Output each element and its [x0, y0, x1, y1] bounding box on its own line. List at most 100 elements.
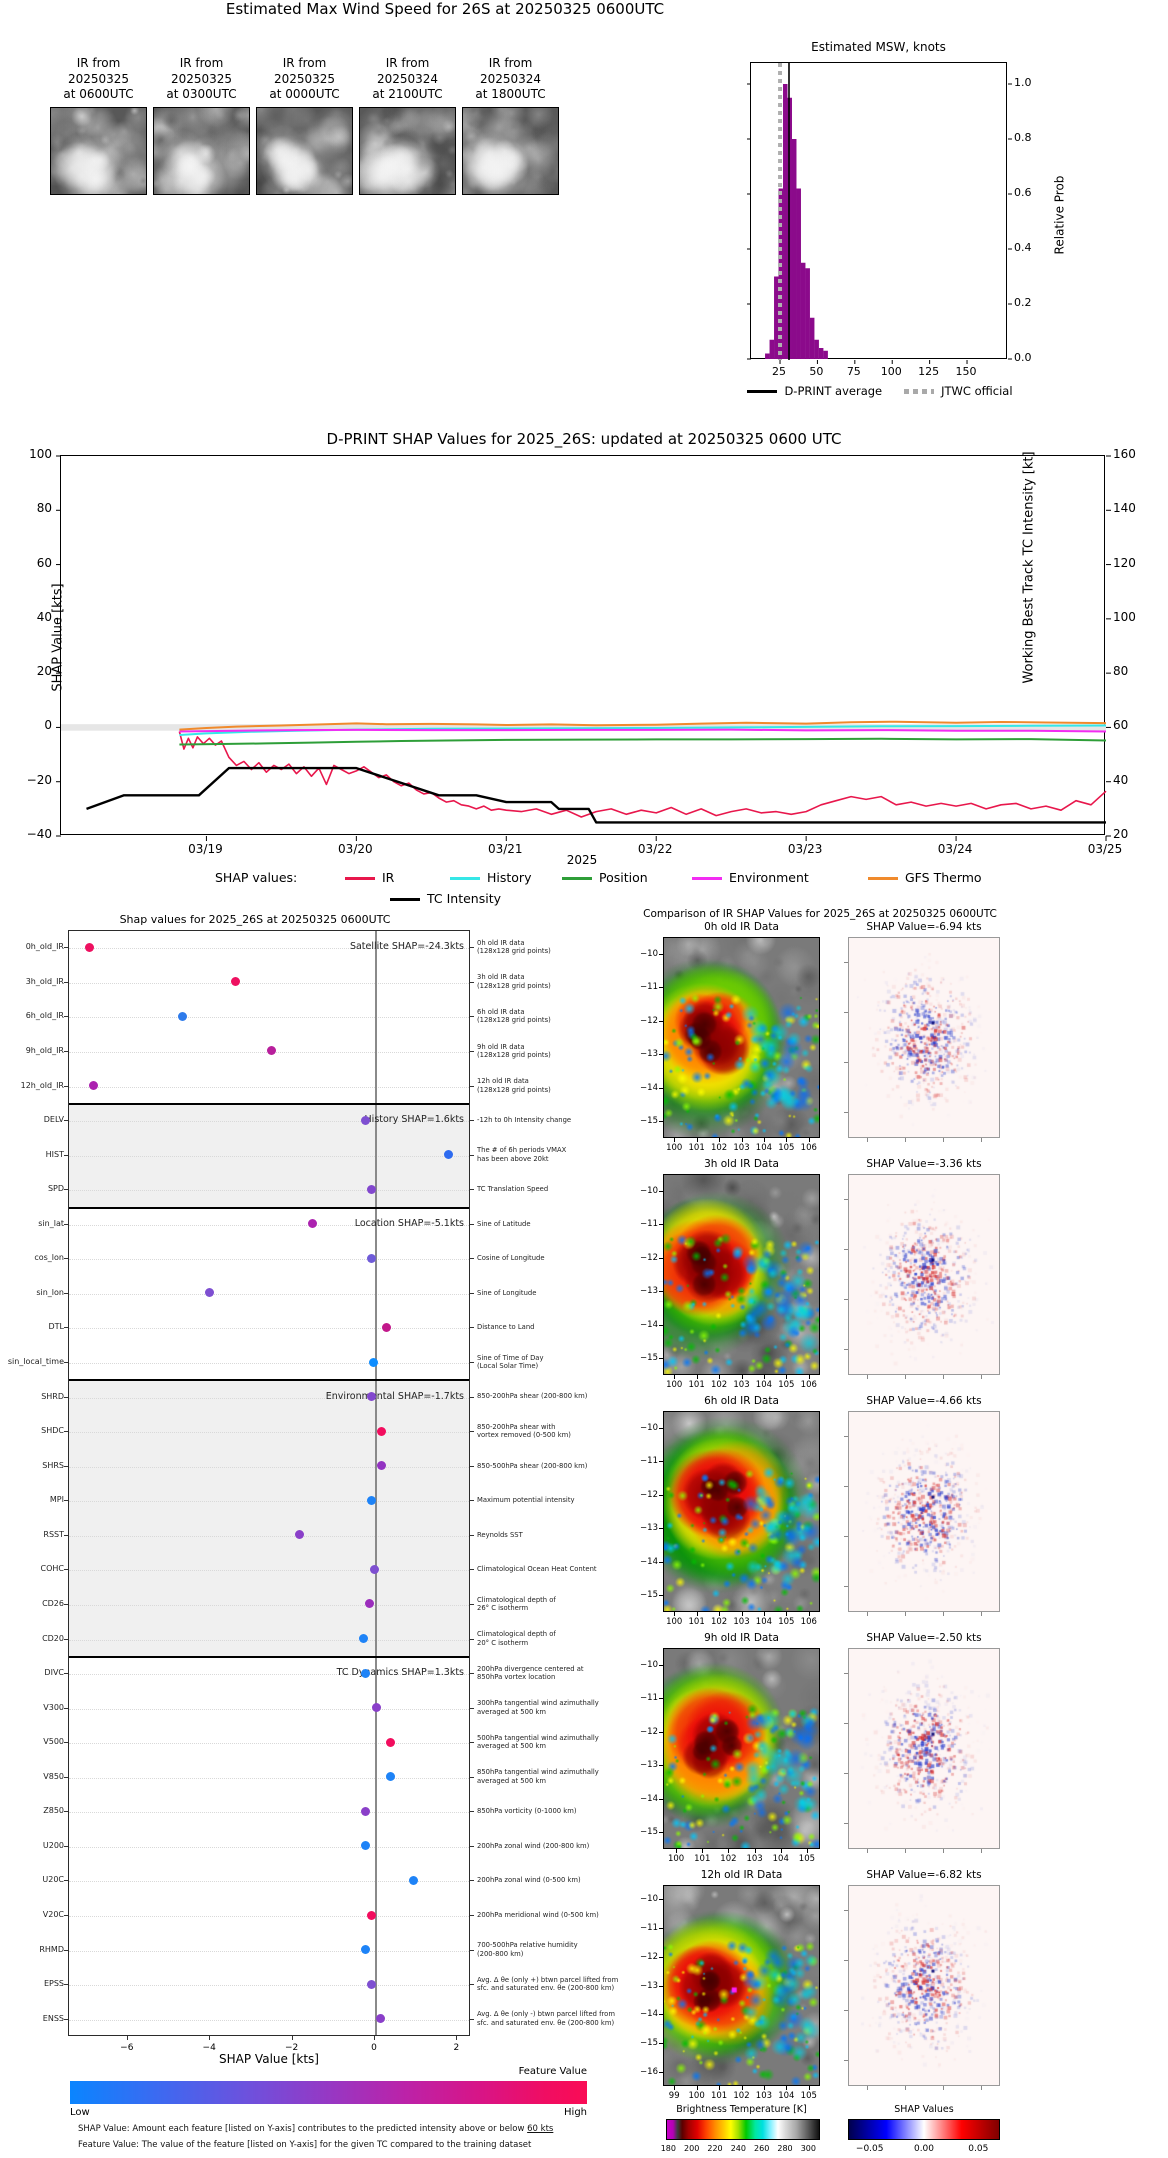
dp-xtick-mark	[209, 2036, 211, 2040]
ir-map-xtick: 100	[666, 1143, 683, 1153]
shap-map-ytick-mark	[844, 1249, 848, 1250]
feature-tick-label-CD20: CD20	[42, 1633, 64, 1643]
feature-desc-SHRD: 850-200hPa shear (200-800 km)	[477, 1392, 665, 1400]
ts-ytick-left: 60	[36, 555, 52, 570]
feature-desc-line: Maximum potential intensity	[477, 1496, 575, 1505]
ir-thumbnail-image	[51, 108, 146, 194]
feature-desc-line: Avg. Δ θe (only -) btwn parcel lifted fr…	[477, 2010, 615, 2019]
shap-map-xtick-mark	[981, 1849, 982, 1853]
ir-map-xtick-mark	[741, 2086, 743, 2090]
ir-map-ytick: −15	[640, 2037, 658, 2048]
dp-right-tick	[470, 1776, 474, 1778]
ir-map-title-0: 0h old IR Data	[704, 921, 779, 933]
shap-map-xtick-mark	[905, 1849, 906, 1853]
feature-desc-line: 850-500hPa shear (200-800 km)	[477, 1461, 588, 1470]
shap-map-3	[848, 1648, 1000, 1849]
dp-right-tick	[470, 1120, 474, 1122]
feature-desc-line: (128x128 grid points)	[477, 981, 551, 990]
shap-map-xtick-mark	[867, 1849, 868, 1853]
feature-desc-line: Distance to Land	[477, 1323, 535, 1332]
ir-map-xtick: 102	[733, 2091, 750, 2101]
ir-map-ytick: −13	[640, 1286, 658, 1297]
ir-map-ytick: −13	[640, 1980, 658, 1991]
ir-map-xtick-mark	[780, 1849, 782, 1853]
ts-xtick-label: 03/22	[637, 842, 673, 856]
ir-map-ytick: −12	[640, 1015, 658, 1026]
dot-U20C	[408, 1875, 418, 1885]
feature-tick-label-COHC: COHC	[40, 1564, 64, 1574]
ir-map-ytick: −11	[640, 1456, 658, 1467]
dp-xtick-mark	[374, 2036, 375, 2040]
feature-tick-label-SHRD: SHRD	[41, 1391, 64, 1401]
ir-thumb-label-line: IR from	[488, 56, 533, 70]
dp-right-tick	[470, 1707, 474, 1709]
shap-map-xtick-mark	[981, 1138, 982, 1142]
ir-map-ytick-mark	[659, 1324, 663, 1326]
feature-tick-label-DIVC: DIVC	[44, 1668, 64, 1678]
series-history	[179, 724, 1107, 736]
ir-map-xtick-mark	[719, 2086, 721, 2090]
feature-desc-line: 500hPa tangential wind azimuthally	[477, 1733, 599, 1742]
ir-map-xtick: 103	[733, 1143, 750, 1153]
timeseries-svg	[56, 455, 1111, 841]
feature-desc-line: (200-800 km)	[477, 1949, 524, 1958]
row-gridline	[69, 1501, 469, 1503]
dp-right-tick	[470, 1258, 474, 1260]
ir-map-ytick: −15	[640, 1353, 658, 1364]
dp-left-tick	[64, 1776, 68, 1778]
shap-map-1	[848, 1174, 1000, 1375]
ir-thumbnail-3	[359, 107, 456, 195]
feature-desc-line: Sine of Latitude	[477, 1219, 531, 1228]
ir-map-ytick-mark	[659, 1561, 663, 1563]
ir-map-ytick-mark	[659, 1832, 663, 1834]
dp-left-tick	[64, 1500, 68, 1502]
ir-map-xtick: 103	[733, 1617, 750, 1627]
ir-map-xtick: 102	[710, 1380, 728, 1390]
row-gridline	[69, 1259, 469, 1261]
feature-desc-line: 3h old IR data	[477, 973, 525, 982]
ir-map-ytick: −10	[640, 1894, 658, 1905]
hist-bar	[823, 350, 828, 359]
dp-left-tick	[64, 1569, 68, 1571]
timeseries-title: D-PRINT SHAP Values for 2025_26S: update…	[326, 430, 842, 448]
feature-desc-line: 850-200hPa shear with	[477, 1422, 556, 1431]
dot-DTL	[381, 1322, 391, 1332]
ts-ytick-left: 80	[36, 501, 52, 516]
shap-map-4	[848, 1885, 1000, 2086]
ir-map-ytick-mark	[659, 1985, 663, 1987]
row-gridline	[69, 1881, 469, 1883]
dp-right-tick	[470, 1915, 474, 1917]
footnote-shap-value: SHAP Value: Amount each feature [listed …	[78, 2124, 554, 2134]
dp-left-tick	[64, 1362, 68, 1364]
dot-SPD	[367, 1184, 377, 1194]
feature-tick-label-9h_old_IR: 9h_old_IR	[25, 1045, 64, 1055]
dot-RHMD	[361, 1945, 371, 1955]
feature-desc-line: 26° C isotherm	[477, 1603, 529, 1612]
ir-map-ytick-mark	[659, 2071, 663, 2073]
ts-ytick-right: 20	[1113, 827, 1129, 841]
shap-map-ytick-mark	[844, 1199, 848, 1200]
feature-desc-line: (128x128 grid points)	[477, 1016, 551, 1025]
row-gridline	[69, 1397, 469, 1399]
shap-map-ytick-mark	[844, 1112, 848, 1113]
ir-thumbnail-1	[153, 107, 250, 195]
ir-map-xtick-mark	[808, 1612, 810, 1616]
ir-thumb-label-line: IR from	[179, 56, 224, 70]
feature-desc-line: Climatological depth of	[477, 1630, 556, 1639]
ir-map-xtick-mark	[806, 1849, 808, 1853]
ts-xtick-label: 03/24	[937, 842, 973, 856]
dot-cos_lon	[367, 1253, 377, 1263]
dp-left-tick	[64, 1120, 68, 1122]
ir-map-xtick-mark	[696, 2086, 698, 2090]
ir-map-ytick: −14	[640, 1082, 658, 1093]
feature-desc-CD20: Climatological depth of 20° C isotherm	[477, 1630, 665, 1647]
ir-map-xtick: 103	[755, 2091, 773, 2101]
shap-map-xtick-mark	[905, 1375, 906, 1379]
feature-desc-V500: 500hPa tangential wind azimuthally averag…	[477, 1734, 665, 1751]
feature-desc-line: 200hPa divergence centered at	[477, 1664, 584, 1673]
feature-desc-line: 700-500hPa relative humidity	[477, 1941, 578, 1950]
ir-thumb-label-line: at 0000UTC	[269, 87, 340, 101]
feature-desc-line: 850hPa vortex location	[477, 1673, 556, 1682]
section-label-4: TC Dynamics SHAP=1.3kts	[336, 1667, 464, 1679]
ir-map-image	[664, 1649, 819, 1848]
